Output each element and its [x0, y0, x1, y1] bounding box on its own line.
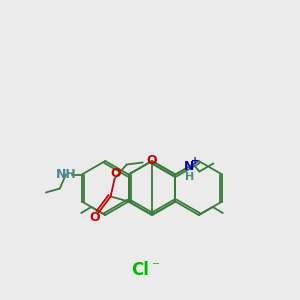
- Text: ⁻: ⁻: [152, 260, 160, 274]
- Text: O: O: [110, 167, 121, 180]
- Text: NH: NH: [56, 168, 76, 181]
- Text: +: +: [191, 155, 200, 166]
- Text: O: O: [147, 154, 157, 167]
- Text: O: O: [89, 211, 100, 224]
- Text: N: N: [184, 160, 195, 173]
- Text: H: H: [185, 172, 194, 182]
- Text: Cl: Cl: [131, 261, 149, 279]
